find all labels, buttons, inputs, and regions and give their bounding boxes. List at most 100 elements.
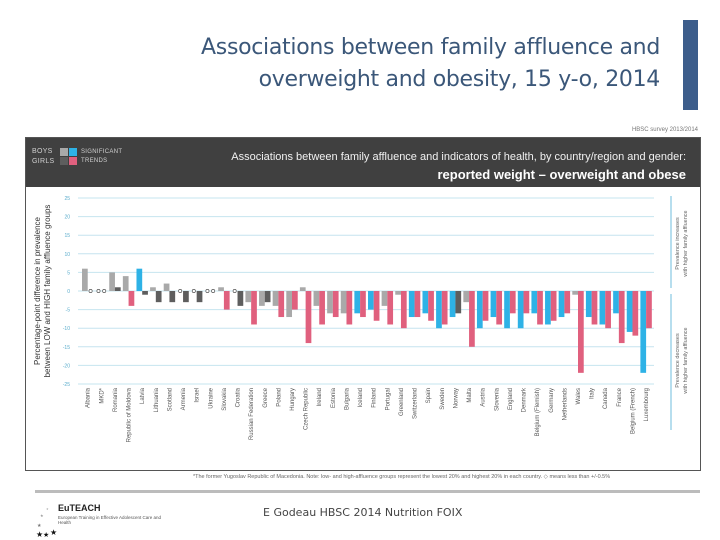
- boys-bar: [613, 291, 619, 314]
- x-tick-label: Malta: [467, 387, 473, 402]
- girls-bar: [319, 291, 325, 325]
- girls-bar: [237, 291, 244, 306]
- svg-text:★: ★: [40, 513, 44, 518]
- slide-title-line2: overweight and obesity, 15 y-o, 2014: [258, 67, 661, 92]
- boys-bar: [109, 272, 115, 291]
- x-tick-label: Austria: [481, 387, 487, 406]
- legend-girls-sig-swatch: [69, 157, 77, 165]
- girls-bar: [564, 291, 571, 314]
- x-tick-label: Iceland: [358, 388, 364, 407]
- y-axis-title: Percentage-point difference in prevalenc…: [33, 205, 52, 378]
- girls-bar: [578, 291, 584, 373]
- x-tick-label: Bulgaria: [344, 387, 350, 410]
- slide-title: Associations between family affluence an…: [140, 32, 660, 96]
- boys-bar: [626, 291, 633, 332]
- y-tick-label: -15: [63, 345, 70, 351]
- boys-bar: [585, 291, 592, 318]
- x-tick-label: Netherlands: [562, 388, 568, 420]
- boys-bar: [504, 291, 510, 329]
- svg-text:★: ★: [37, 523, 42, 529]
- y-axis-title-line1: Percentage-point difference in prevalenc…: [33, 216, 42, 365]
- x-tick-label: Finland: [372, 388, 378, 408]
- girls-bar: [155, 291, 162, 303]
- girls-bar: [550, 291, 557, 321]
- boys-bar: [245, 291, 252, 303]
- small-diff-marker: [191, 289, 196, 293]
- boys-bar: [368, 291, 374, 310]
- x-tick-label: Poland: [276, 388, 282, 407]
- girls-bar: [618, 291, 625, 344]
- girls-bar: [632, 291, 639, 336]
- girls-bar: [142, 291, 148, 295]
- girls-bar: [591, 291, 598, 325]
- small-diff-marker: [232, 289, 237, 293]
- girls-bar: [414, 291, 421, 318]
- increase-annotation-line2: with higher family affluence: [683, 210, 689, 277]
- gridlines: [78, 197, 654, 385]
- x-tick-label: Armenia: [181, 387, 187, 410]
- accent-bar: [683, 20, 698, 110]
- girls-bar: [373, 291, 380, 321]
- small-diff-marker: [205, 289, 210, 293]
- girls-bar: [264, 291, 271, 303]
- girls-bar: [646, 291, 652, 329]
- y-tick-label: -25: [63, 382, 70, 388]
- survey-note: HBSC survey 2013/2014: [631, 127, 698, 133]
- logo-name: EuTEACH: [58, 503, 101, 513]
- girls-bar: [114, 287, 121, 291]
- boys-bar: [381, 291, 388, 306]
- girls-bar: [509, 291, 516, 314]
- x-tick-label: Wales: [576, 388, 582, 404]
- legend-girls-label: GIRLS: [32, 158, 55, 165]
- legend-girls-ns-swatch: [60, 157, 68, 165]
- x-tick-label: Croatia: [236, 387, 242, 407]
- girls-bar: [223, 291, 230, 310]
- girls-bar: [387, 291, 394, 325]
- girls-bar: [128, 291, 135, 306]
- boys-bar: [327, 291, 333, 314]
- svg-text:★: ★: [43, 531, 49, 539]
- boys-bar: [476, 291, 483, 329]
- x-tick-label: Russian Federation: [249, 388, 255, 440]
- boys-bar: [340, 291, 347, 314]
- y-tick-label: 0: [67, 289, 70, 295]
- boys-bar: [313, 291, 320, 306]
- footer-credit: E Godeau HBSC 2014 Nutrition FOIX: [263, 506, 463, 519]
- svg-text:★: ★: [50, 528, 57, 537]
- boys-bar: [531, 291, 538, 314]
- boys-bar: [558, 291, 565, 318]
- x-tick-label: Romania: [113, 387, 119, 412]
- x-tick-label: Belgium (Flemish): [535, 388, 541, 436]
- x-tick-label: Slovakia: [222, 387, 228, 410]
- y-tick-label: 25: [64, 196, 70, 202]
- legend-boys-ns-swatch: [60, 148, 68, 156]
- footer-divider: [35, 490, 700, 493]
- x-tick-label: Ukraine: [208, 387, 214, 408]
- girls-bar: [251, 291, 257, 325]
- x-tick-label: Estonia: [331, 387, 337, 408]
- y-axis-title-line2: between LOW and HIGH family affluence gr…: [43, 205, 52, 378]
- chart-frame: BOYS GIRLS SIGNIFICANT TRENDS Associatio…: [25, 137, 701, 471]
- x-tick-label: Scotland: [167, 388, 173, 411]
- y-tick-label: -10: [63, 326, 70, 332]
- chart-header-subtitle: reported weight – overweight and obese: [437, 167, 687, 182]
- x-tick-label: Canada: [603, 387, 609, 409]
- chart-header: BOYS GIRLS SIGNIFICANT TRENDS Associatio…: [26, 138, 700, 187]
- girls-bar: [278, 291, 285, 318]
- boys-bar: [545, 291, 551, 325]
- x-tick-labels: Albania MKD* Romania Republic of Moldova Lat…: [86, 387, 650, 442]
- increase-annotation-line1: Prevalence increases: [675, 217, 681, 270]
- chart-header-title: Associations between family affluence an…: [231, 151, 686, 163]
- girls-bar: [346, 291, 353, 325]
- girls-bar: [428, 291, 434, 321]
- small-diff-marker: [102, 289, 107, 293]
- x-tick-label: Sweden: [440, 388, 446, 410]
- boys-bar: [395, 291, 401, 295]
- x-tick-label: Republic of Moldova: [127, 387, 133, 442]
- girls-bar: [196, 291, 203, 303]
- x-tick-label: Switzerland: [413, 388, 419, 419]
- boys-bar: [259, 291, 265, 306]
- x-tick-label: England: [508, 388, 514, 410]
- boys-bar: [218, 287, 224, 291]
- girls-bar: [169, 291, 176, 303]
